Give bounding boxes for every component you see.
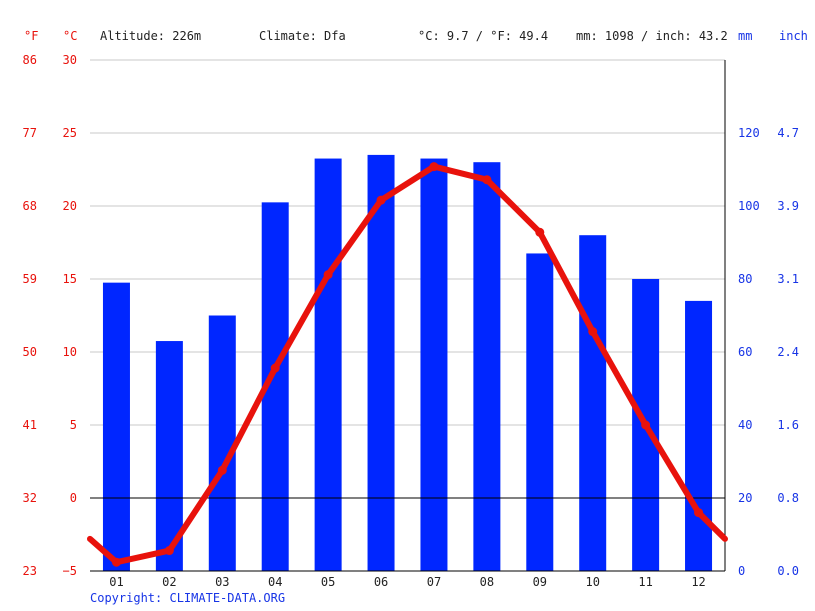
mm-tick-label: 20 (738, 491, 752, 505)
precipitation-bar (314, 158, 342, 572)
precipitation-average-label: mm: 1098 / inch: 43.2 (576, 29, 728, 43)
month-tick-label: 02 (162, 575, 176, 589)
mm-tick-label: 100 (738, 199, 760, 213)
temperature-polyline (87, 163, 728, 566)
mm-tick-label: 120 (738, 126, 760, 140)
precipitation-bar (473, 162, 501, 571)
precipitation-bars (102, 154, 713, 572)
month-tick-label: 10 (585, 575, 599, 589)
fahrenheit-tick-label: 23 (23, 564, 37, 578)
fahrenheit-tick-label: 59 (23, 272, 37, 286)
precipitation-bar (102, 282, 130, 571)
temperature-line (87, 162, 728, 567)
precipitation-bar (685, 300, 713, 571)
precipitation-bar (208, 315, 236, 571)
fahrenheit-tick-label: 77 (23, 126, 37, 140)
celsius-tick-label: 10 (63, 345, 77, 359)
month-tick-label: 04 (268, 575, 282, 589)
copyright-text: Copyright: CLIMATE-DATA.ORG (90, 591, 286, 605)
temperature-point (482, 175, 492, 185)
temperature-point (217, 465, 227, 475)
inch-tick-label: 2.4 (777, 345, 799, 359)
precipitation-bar (367, 154, 395, 571)
month-tick-label: 08 (480, 575, 494, 589)
celsius-tick-label: 5 (70, 418, 77, 432)
temperature-point (270, 363, 280, 373)
temperature-point (164, 546, 174, 556)
climate-label: Climate: Dfa (259, 29, 346, 43)
unit-fahrenheit-label: °F (24, 29, 38, 43)
temperature-point (535, 227, 545, 237)
unit-inch-label: inch (779, 29, 808, 43)
inch-tick-label: 4.7 (777, 126, 799, 140)
unit-mm-label: mm (738, 29, 752, 43)
mm-tick-label: 0 (738, 564, 745, 578)
inch-tick-label: 3.1 (777, 272, 799, 286)
fahrenheit-tick-label: 86 (23, 53, 37, 67)
celsius-tick-label: 30 (63, 53, 77, 67)
inch-tick-label: 1.6 (777, 418, 799, 432)
altitude-label: Altitude: 226m (100, 29, 201, 43)
inch-tick-label: 0.8 (777, 491, 799, 505)
gridlines (90, 59, 725, 426)
fahrenheit-tick-label: 41 (23, 418, 37, 432)
mm-tick-label: 80 (738, 272, 752, 286)
inch-tick-label: 3.9 (777, 199, 799, 213)
precipitation-bar (526, 253, 554, 571)
temperature-point (111, 557, 121, 567)
celsius-tick-label: 25 (63, 126, 77, 140)
mm-tick-label: 60 (738, 345, 752, 359)
temperature-point (376, 195, 386, 205)
temperature-point (429, 162, 439, 172)
temperature-point (588, 327, 598, 337)
temperature-point (641, 420, 651, 430)
celsius-tick-label: 15 (63, 272, 77, 286)
month-tick-label: 06 (374, 575, 388, 589)
temperature-point (323, 270, 333, 280)
fahrenheit-tick-label: 50 (23, 345, 37, 359)
celsius-tick-label: −5 (63, 564, 77, 578)
month-tick-label: 03 (215, 575, 229, 589)
month-tick-label: 12 (691, 575, 705, 589)
fahrenheit-tick-label: 68 (23, 199, 37, 213)
temperature-average-label: °C: 9.7 / °F: 49.4 (418, 29, 548, 43)
unit-celsius-label: °C (63, 29, 77, 43)
precipitation-bar (420, 158, 448, 572)
temperature-point (694, 508, 704, 518)
month-tick-label: 05 (321, 575, 335, 589)
inch-tick-label: 0.0 (777, 564, 799, 578)
celsius-tick-label: 0 (70, 491, 77, 505)
month-tick-label: 09 (533, 575, 547, 589)
month-tick-label: 11 (638, 575, 652, 589)
precipitation-bar (579, 235, 607, 571)
celsius-tick-label: 20 (63, 199, 77, 213)
month-tick-label: 01 (109, 575, 123, 589)
fahrenheit-tick-label: 32 (23, 491, 37, 505)
month-tick-label: 07 (427, 575, 441, 589)
mm-tick-label: 40 (738, 418, 752, 432)
